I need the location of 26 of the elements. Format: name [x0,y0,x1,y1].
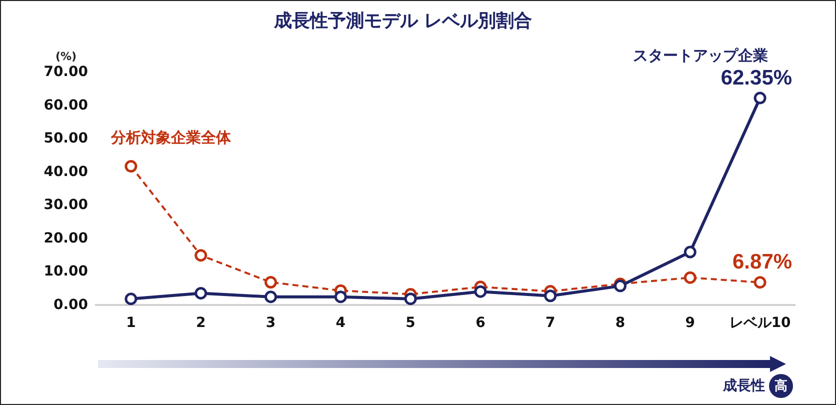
y-tick-label: 30.00 [44,197,88,214]
data-label: 62.35% [720,66,792,90]
x-tick-label: 7 [545,315,556,332]
series-label: スタートアップ企業 [633,46,768,64]
x-tick-label: 5 [406,315,416,332]
x-tick-label: 3 [266,315,276,332]
y-tick-label: 10.00 [44,264,88,280]
x-tick-label: レベル10 [729,315,792,332]
data-label: 6.87% [732,250,792,274]
text: 成長性 [723,377,765,395]
y-tick-label: 40.00 [44,164,88,180]
y-tick-label: 60.00 [44,97,88,114]
x-tick-label: 6 [476,315,486,332]
x-tick-label: 4 [336,315,346,332]
x-tick-label: 1 [126,315,136,332]
x-tick-label: 9 [685,315,696,332]
y-tick-label: 70.00 [44,64,88,80]
y-axis-title: (%) [55,50,77,63]
series-label: 分析対象企業全体 [110,128,232,147]
y-tick-label: 0.00 [53,296,88,313]
chart-title: 成長性予測モデル レベル別割合 [272,10,532,32]
x-tick-label: 8 [615,315,626,332]
y-tick-label: 50.00 [44,130,88,147]
x-tick-label: 2 [196,315,206,332]
text: 高 [769,374,793,398]
y-tick-label: 20.00 [44,230,88,246]
